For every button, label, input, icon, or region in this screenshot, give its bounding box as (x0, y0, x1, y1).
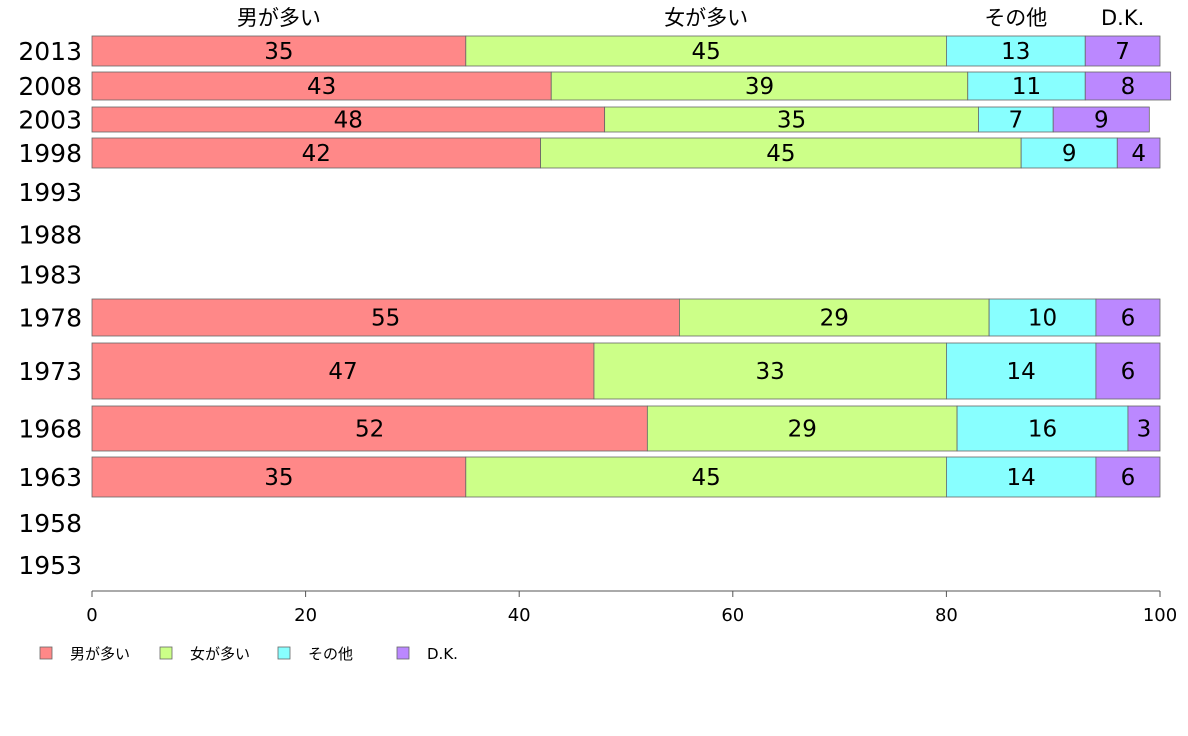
data-label: 6 (1121, 465, 1136, 491)
column-header-3: その他 (984, 6, 1047, 30)
data-label: 35 (264, 39, 293, 65)
year-label: 1998 (18, 139, 82, 168)
data-label: 9 (1062, 141, 1077, 167)
x-tick-label: 100 (1143, 605, 1177, 626)
data-label: 16 (1028, 417, 1057, 443)
column-header-1: 男が多い (237, 6, 321, 30)
data-label: 14 (1007, 359, 1036, 385)
bar-segment (91, 456, 467, 498)
data-label: 45 (691, 39, 720, 65)
bar-segment (1084, 71, 1172, 101)
bar-segment (1127, 405, 1161, 452)
data-label: 35 (777, 108, 806, 134)
data-label: 10 (1028, 306, 1057, 332)
bar-segment (946, 456, 1097, 498)
x-tick-label: 20 (294, 605, 317, 626)
bar-segment (1052, 106, 1150, 133)
year-label: 1993 (18, 178, 82, 207)
data-label: 6 (1121, 306, 1136, 332)
legend-label: 男が多い (70, 645, 130, 663)
x-tick-label: 80 (935, 605, 958, 626)
bar-segment (1095, 456, 1161, 498)
bar-segment (91, 405, 648, 452)
data-label: 45 (691, 465, 720, 491)
data-label: 13 (1001, 39, 1030, 65)
bar-segment (593, 342, 947, 400)
bar-segment (679, 298, 990, 337)
year-label: 1988 (18, 221, 82, 250)
data-label: 4 (1131, 141, 1146, 167)
data-label: 9 (1094, 108, 1109, 134)
legend-swatch (277, 646, 291, 660)
data-label: 33 (756, 359, 785, 385)
bar-segment (1095, 298, 1161, 337)
year-label: 1983 (18, 261, 82, 290)
year-label: 1968 (18, 415, 82, 444)
data-label: 45 (766, 141, 795, 167)
year-label: 1953 (18, 551, 82, 580)
x-tick-label: 0 (86, 605, 97, 626)
bar-segment (91, 106, 606, 133)
legend-label: その他 (308, 645, 353, 663)
x-tick-label: 60 (721, 605, 744, 626)
column-header-2: 女が多い (664, 6, 748, 30)
bar-segment (540, 137, 1022, 169)
year-label: 2008 (18, 72, 82, 101)
bar-segment (946, 35, 1086, 67)
data-label: 8 (1121, 74, 1136, 100)
legend-swatch (396, 646, 410, 660)
data-label: 52 (355, 417, 384, 443)
bar-segment (988, 298, 1097, 337)
bar-segment (91, 342, 595, 400)
x-tick-label: 40 (508, 605, 531, 626)
data-label: 48 (334, 108, 363, 134)
legend-label: D.K. (427, 645, 458, 663)
column-header-4: D.K. (1101, 6, 1144, 30)
bar-segment (1084, 35, 1161, 67)
bar-segment (604, 106, 979, 133)
bar-segment (967, 71, 1086, 101)
year-label: 2013 (18, 37, 82, 66)
data-label: 14 (1007, 465, 1036, 491)
data-label: 6 (1121, 359, 1136, 385)
data-label: 7 (1008, 108, 1023, 134)
bar-segment (91, 35, 467, 67)
bar-segment (946, 342, 1097, 400)
bar-segment (91, 137, 541, 169)
legend-label: 女が多い (190, 645, 250, 663)
data-label: 3 (1137, 417, 1152, 443)
bar-segment (91, 298, 680, 337)
data-label: 55 (371, 306, 400, 332)
data-label: 42 (302, 141, 331, 167)
data-label: 11 (1012, 74, 1041, 100)
year-label: 1973 (18, 357, 82, 386)
bar-segment (956, 405, 1129, 452)
bar-segment (1095, 342, 1161, 400)
data-label: 47 (328, 359, 357, 385)
data-label: 43 (307, 74, 336, 100)
bar-segment (91, 71, 552, 101)
legend-swatch (159, 646, 173, 660)
bar-segment (550, 71, 969, 101)
data-label: 39 (745, 74, 774, 100)
data-label: 29 (788, 417, 817, 443)
data-label: 35 (264, 465, 293, 491)
data-label: 7 (1115, 39, 1130, 65)
bar-segment (465, 35, 947, 67)
year-label: 1963 (18, 463, 82, 492)
year-label: 2003 (18, 106, 82, 135)
data-label: 29 (820, 306, 849, 332)
bar-segment (1116, 137, 1161, 169)
year-label: 1978 (18, 304, 82, 333)
legend-swatch (39, 646, 53, 660)
year-label: 1958 (18, 509, 82, 538)
